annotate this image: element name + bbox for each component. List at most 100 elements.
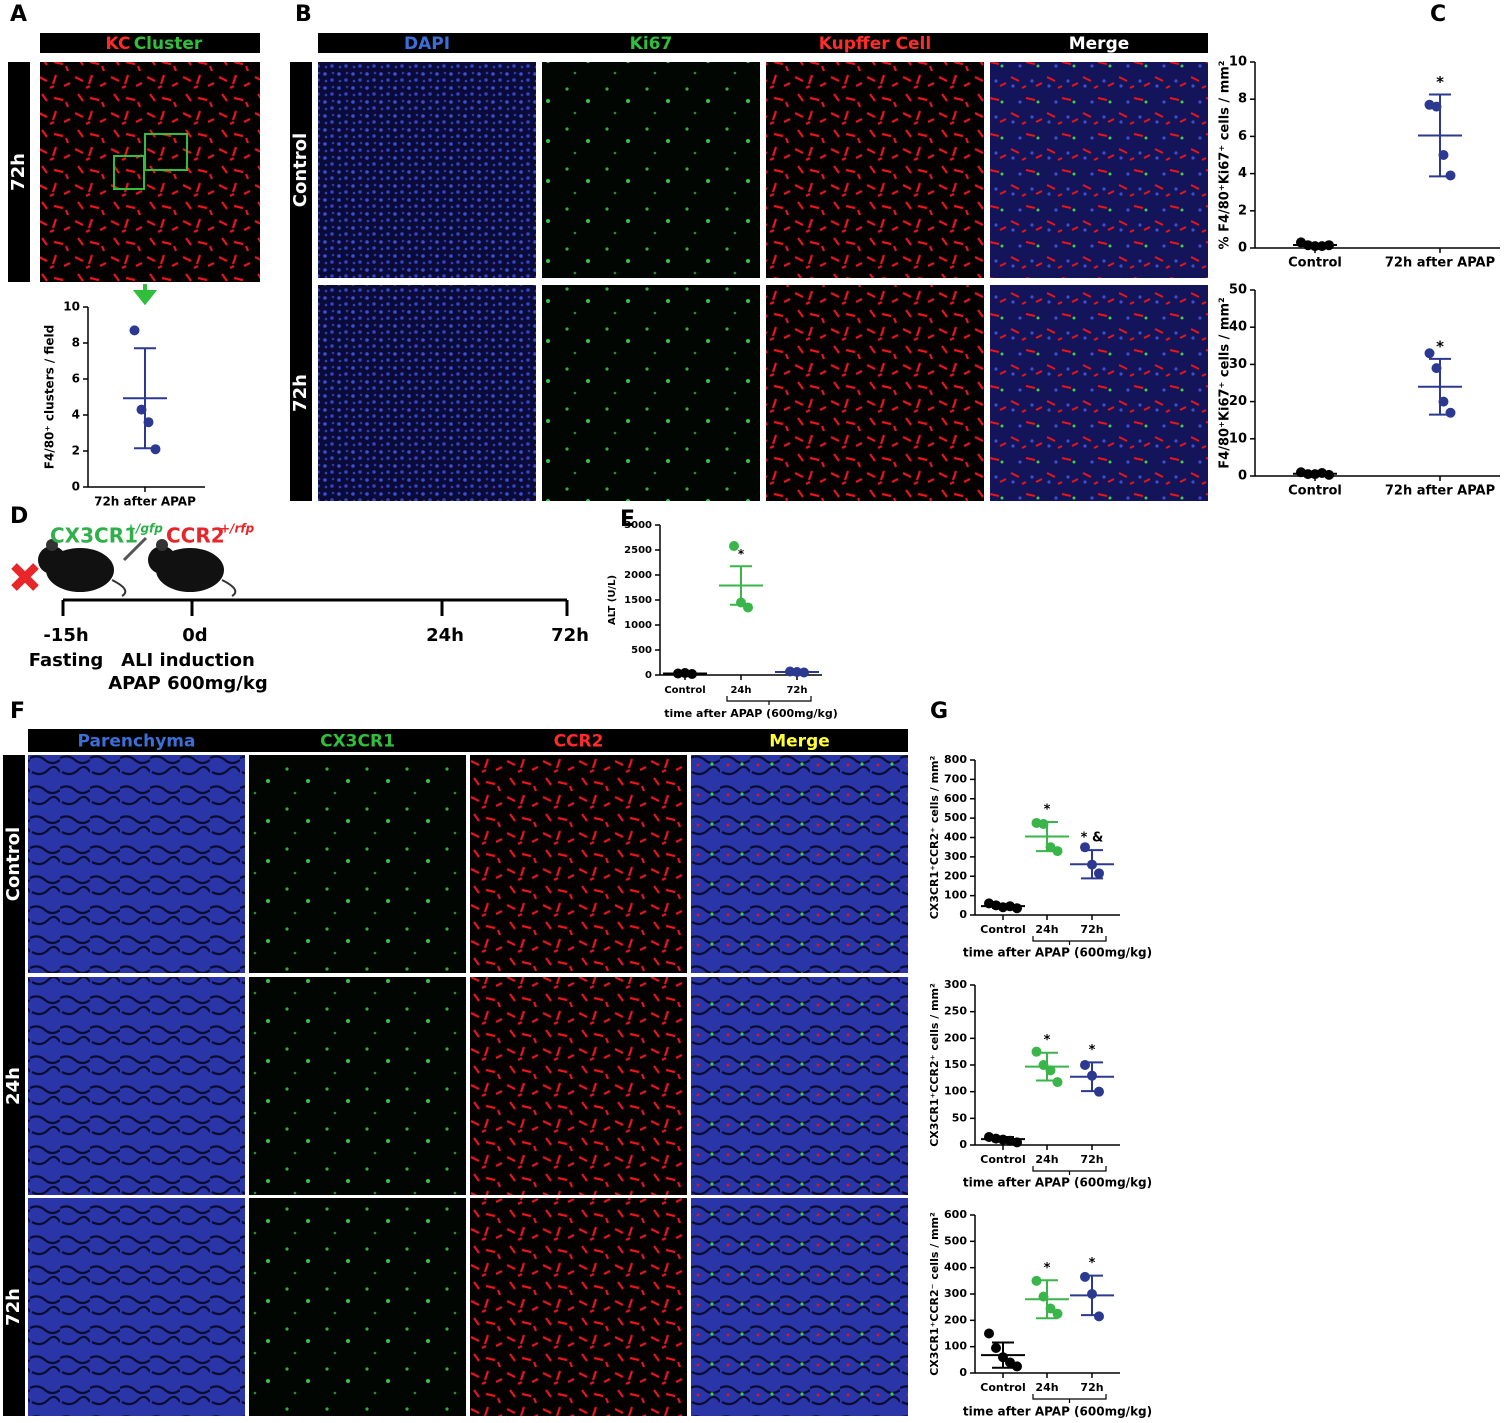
y-tick-label: 2 xyxy=(72,444,80,458)
micrograph xyxy=(40,62,260,282)
header-label: KC xyxy=(106,34,131,54)
x-tick-label: 72h xyxy=(786,685,807,696)
x-tick-label: 24h xyxy=(1035,1381,1058,1394)
data-point xyxy=(1424,348,1435,359)
significance: * xyxy=(738,547,745,561)
x-tick-label: 24h xyxy=(1035,923,1058,936)
data-point xyxy=(1052,1308,1063,1319)
y-tick-label: 6 xyxy=(72,372,80,386)
x-tick-label: 72h xyxy=(1080,923,1103,936)
y-tick-label: 8 xyxy=(72,336,80,350)
error-bar xyxy=(1036,821,1058,853)
data-point xyxy=(1012,1361,1022,1372)
y-tick-label: 4 xyxy=(72,408,80,422)
y-tick-label: 0 xyxy=(1238,241,1247,256)
micrograph xyxy=(249,755,466,973)
column-label: Merge xyxy=(1069,34,1130,54)
y-axis-label: CX3CR1⁺CCR2⁺ cells / mm² xyxy=(928,983,941,1147)
micrograph xyxy=(691,1198,908,1416)
y-tick-label: 0 xyxy=(959,1366,967,1379)
data-point xyxy=(1094,1311,1104,1322)
row-label: 72h xyxy=(3,1288,24,1326)
panel-label: E xyxy=(620,507,635,532)
panel-label: C xyxy=(1430,2,1446,27)
strain-label: +/gfp xyxy=(126,522,163,536)
x-tick-label: Control xyxy=(980,923,1025,936)
row-label: Control xyxy=(290,133,311,207)
x-tick-label: Control xyxy=(1288,484,1342,499)
row-label-bar xyxy=(8,62,30,282)
strain-label: +/rfp xyxy=(220,522,255,536)
column-label: CX3CR1 xyxy=(320,732,395,752)
strain-label: CCR2 xyxy=(166,524,225,548)
data-point xyxy=(1445,407,1456,418)
y-tick-label: 250 xyxy=(944,1005,967,1018)
time-label: 24h xyxy=(426,625,464,646)
y-tick-label: 500 xyxy=(631,645,652,656)
micrograph xyxy=(470,1198,687,1416)
y-tick-label: 500 xyxy=(944,811,967,824)
y-tick-label: 100 xyxy=(944,1340,967,1353)
y-tick-label: 2500 xyxy=(624,545,652,556)
micrograph xyxy=(28,977,245,1195)
significance: * xyxy=(1436,73,1444,91)
header-bar xyxy=(318,33,1208,53)
y-axis-label: CX3CR1⁺CCR2⁻ cells / mm² xyxy=(928,1212,941,1376)
y-tick-label: 6 xyxy=(1238,129,1247,144)
bracket xyxy=(1032,1166,1107,1175)
y-tick-label: 800 xyxy=(944,753,967,766)
bracket xyxy=(726,696,812,705)
y-tick-label: 100 xyxy=(944,1085,967,1098)
error-bar xyxy=(992,1136,1014,1143)
error-bar xyxy=(1304,471,1326,476)
y-tick-label: 400 xyxy=(944,831,967,844)
time-label: 0d xyxy=(182,625,207,646)
error-bar xyxy=(134,347,156,450)
micrograph xyxy=(28,1198,245,1416)
panel-label: D xyxy=(10,504,28,529)
y-tick-label: 0 xyxy=(959,1138,967,1151)
row-label: 72h xyxy=(8,153,29,191)
data-point xyxy=(729,541,739,551)
y-tick-label: 40 xyxy=(1229,320,1247,335)
strain-label: CX3CR1 xyxy=(50,524,138,548)
x-axis-label: time after APAP (600mg/kg) xyxy=(664,707,838,720)
y-tick-label: 300 xyxy=(944,978,967,991)
x-tick-label: Control xyxy=(1288,256,1342,271)
y-tick-label: 700 xyxy=(944,772,967,785)
y-tick-label: 10 xyxy=(63,300,80,314)
column-label: Parenchyma xyxy=(78,732,196,752)
y-tick-label: 100 xyxy=(944,889,967,902)
y-tick-label: 50 xyxy=(952,1111,968,1124)
micrograph xyxy=(691,977,908,1195)
significance: * xyxy=(1044,1261,1051,1276)
time-label: -15h xyxy=(43,625,88,646)
data-point xyxy=(1324,469,1334,480)
y-axis-label: % F4/80⁺Ki67⁺ cells / mm² xyxy=(1218,61,1233,250)
cluster-box xyxy=(144,133,188,171)
error-bar xyxy=(1081,1061,1103,1093)
micrograph xyxy=(28,755,245,973)
x-tick-label: 72h after APAP xyxy=(1385,256,1495,271)
x-tick-label: 24h xyxy=(1035,1153,1058,1166)
micrograph xyxy=(470,977,687,1195)
y-axis-label: F4/80⁺ clusters / field xyxy=(43,325,57,469)
y-axis-label: ALT (U/L) xyxy=(607,575,618,625)
y-tick-label: 3000 xyxy=(624,520,652,531)
column-label: Ki67 xyxy=(630,34,673,54)
arrow xyxy=(132,284,158,306)
micrograph xyxy=(249,977,466,1195)
bracket xyxy=(1032,1394,1107,1403)
error-bar xyxy=(786,670,808,674)
panel-label: A xyxy=(10,2,27,27)
panel-label: G xyxy=(930,699,948,724)
y-tick-label: 50 xyxy=(1229,283,1247,298)
y-tick-label: 300 xyxy=(944,1287,967,1300)
micrograph xyxy=(766,62,984,278)
error-bar xyxy=(674,672,696,675)
significance: * xyxy=(1044,803,1051,818)
y-tick-label: 0 xyxy=(72,480,80,494)
time-label: 72h xyxy=(551,625,589,646)
data-point xyxy=(1094,868,1104,879)
x-tick-label: Control xyxy=(980,1381,1025,1394)
